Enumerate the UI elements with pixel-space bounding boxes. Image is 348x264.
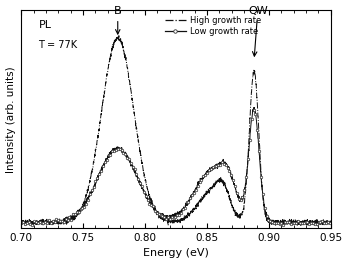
High growth rate xyxy=(117,34,121,37)
Text: T = 77K: T = 77K xyxy=(39,40,78,50)
Text: QW: QW xyxy=(248,6,268,56)
X-axis label: Energy (eV): Energy (eV) xyxy=(143,248,209,258)
Low growth rate xyxy=(320,222,324,225)
Low growth rate xyxy=(299,224,303,227)
High growth rate xyxy=(35,221,39,224)
High growth rate xyxy=(316,224,320,228)
Low growth rate xyxy=(35,222,39,225)
Line: Low growth rate: Low growth rate xyxy=(20,106,332,227)
High growth rate xyxy=(320,222,324,225)
High growth rate xyxy=(320,223,324,227)
Low growth rate xyxy=(329,222,333,225)
Text: B: B xyxy=(114,6,121,34)
High growth rate xyxy=(19,221,23,224)
High growth rate xyxy=(170,219,174,222)
High growth rate xyxy=(329,219,333,222)
Low growth rate xyxy=(252,106,256,109)
Text: PL: PL xyxy=(39,20,52,30)
Low growth rate xyxy=(263,211,267,214)
High growth rate xyxy=(263,213,267,216)
Low growth rate xyxy=(320,220,324,223)
Low growth rate xyxy=(169,216,174,219)
Y-axis label: Intensity (arb. units): Intensity (arb. units) xyxy=(6,66,16,172)
High growth rate xyxy=(161,218,166,221)
Low growth rate xyxy=(161,214,166,217)
Low growth rate xyxy=(19,221,23,225)
Legend: High growth rate, Low growth rate: High growth rate, Low growth rate xyxy=(163,15,263,38)
Line: High growth rate: High growth rate xyxy=(21,36,331,226)
